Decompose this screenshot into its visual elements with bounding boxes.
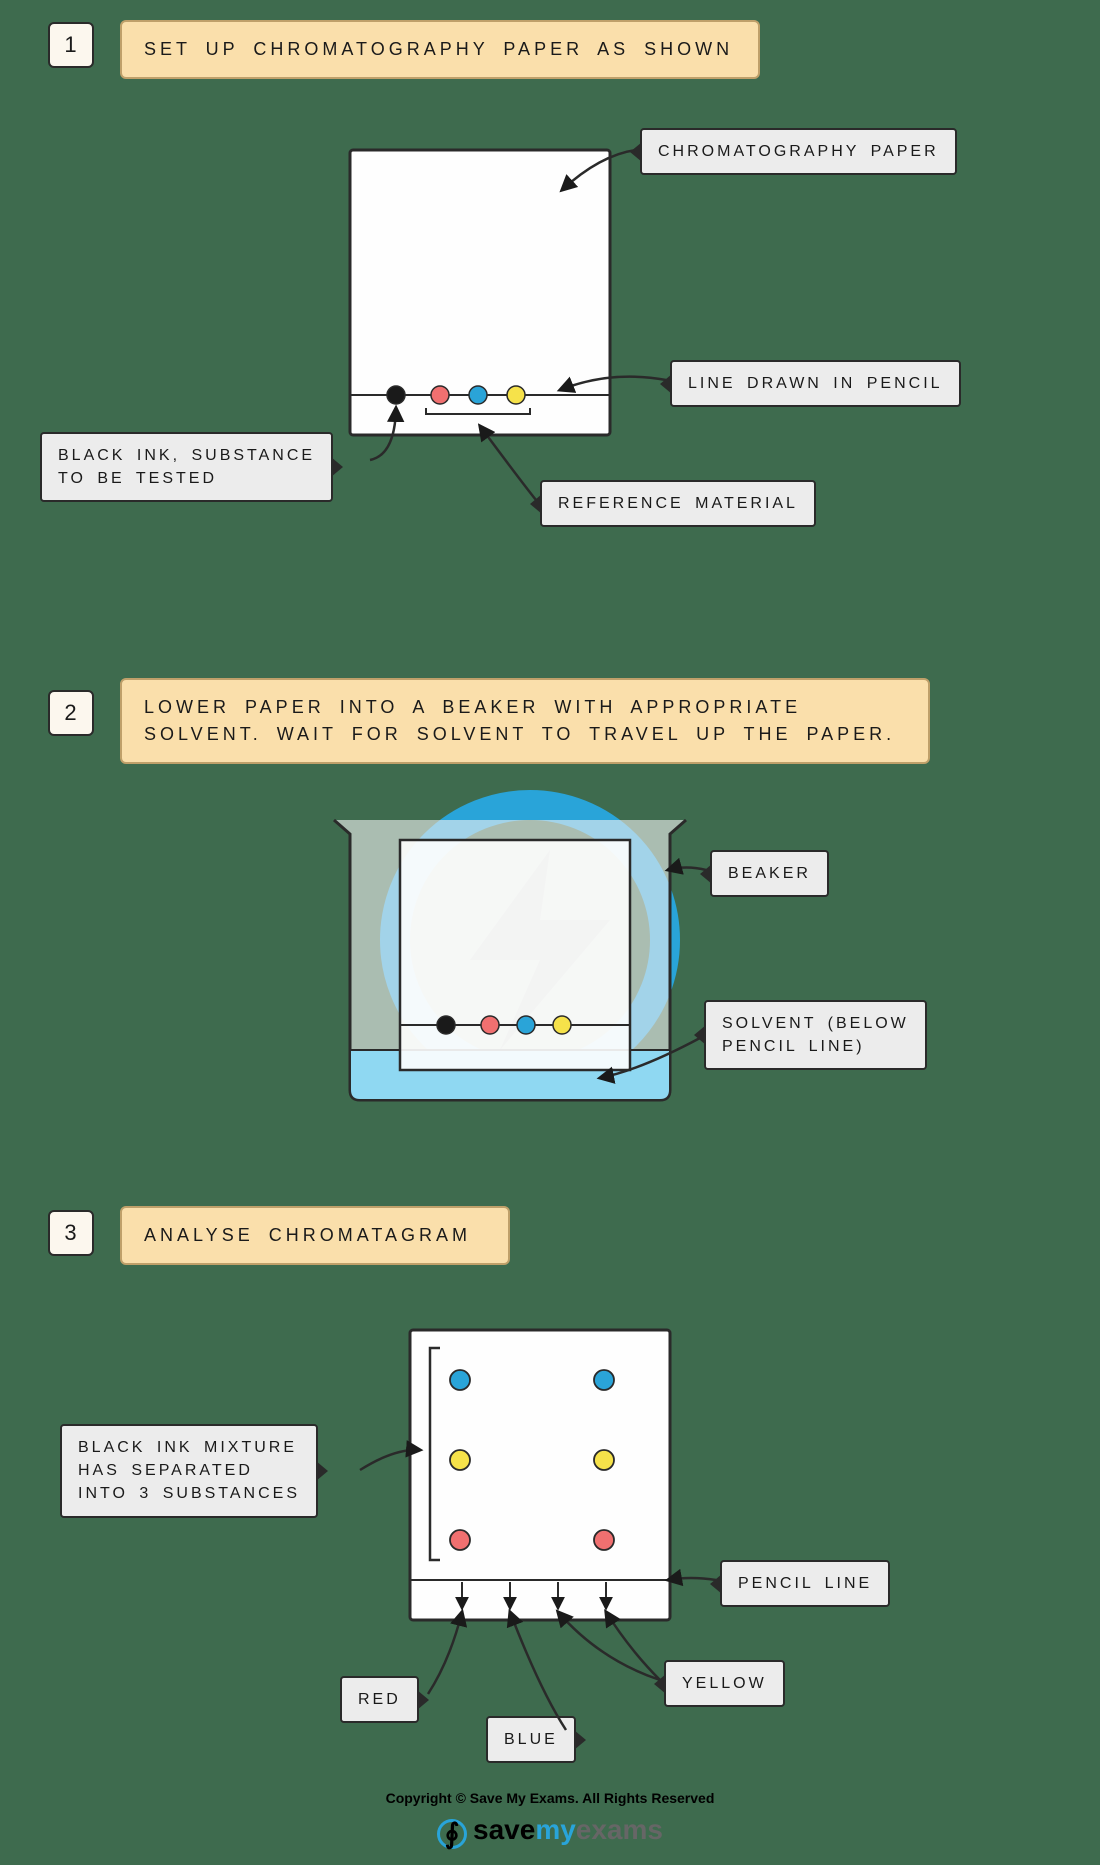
- copyright-text: Copyright © Save My Exams. All Rights Re…: [0, 1790, 1100, 1806]
- logo-text-exams: exams: [576, 1814, 663, 1845]
- step-1-title: SET UP CHROMATOGRAPHY PAPER AS SHOWN: [120, 20, 760, 79]
- diagram-canvas: [0, 0, 1100, 1865]
- tag-beaker: BEAKER: [710, 850, 829, 897]
- logo-badge-icon: ∮: [437, 1819, 467, 1849]
- tag-blue: BLUE: [486, 1716, 576, 1763]
- tag-pencil-line-3: PENCIL LINE: [720, 1560, 890, 1607]
- step-2-title: LOWER PAPER INTO A BEAKER WITH APPROPRIA…: [120, 678, 930, 764]
- tag-pencil-line-1: LINE DRAWN IN PENCIL: [670, 360, 961, 407]
- tag-solvent: SOLVENT (BELOW PENCIL LINE): [704, 1000, 927, 1070]
- tag-red: RED: [340, 1676, 419, 1723]
- step-3-title: ANALYSE CHROMATAGRAM: [120, 1206, 510, 1265]
- step-3-number: 3: [48, 1210, 94, 1256]
- brand-logo: ∮savemyexams: [0, 1814, 1100, 1849]
- tag-black-ink: BLACK INK, SUBSTANCE TO BE TESTED: [40, 432, 333, 502]
- tag-reference-material: REFERENCE MATERIAL: [540, 480, 816, 527]
- step-1-number: 1: [48, 22, 94, 68]
- tag-yellow: YELLOW: [664, 1660, 785, 1707]
- tag-separated: BLACK INK MIXTURE HAS SEPARATED INTO 3 S…: [60, 1424, 318, 1518]
- tag-chromatography-paper: CHROMATOGRAPHY PAPER: [640, 128, 957, 175]
- step-2-number: 2: [48, 690, 94, 736]
- logo-text-save: save: [473, 1814, 535, 1845]
- logo-text-my: my: [535, 1814, 575, 1845]
